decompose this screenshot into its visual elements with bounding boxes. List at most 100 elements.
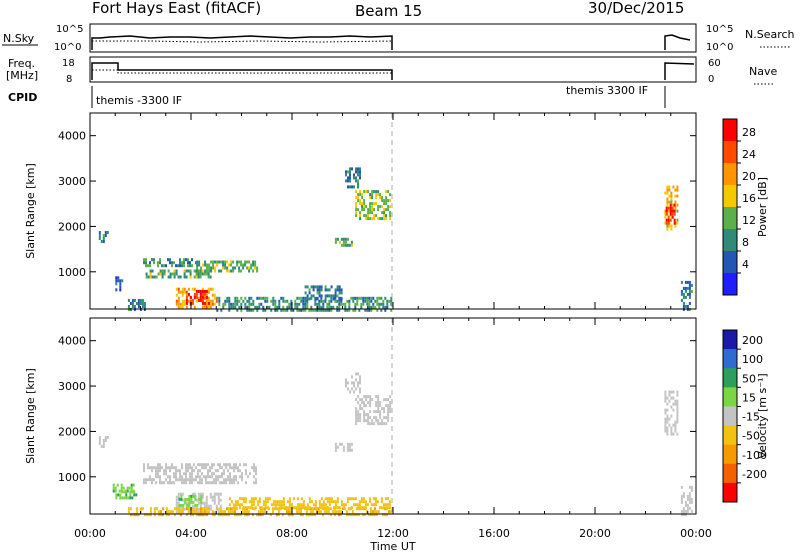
data-cell — [363, 214, 366, 218]
data-cell — [240, 497, 243, 501]
data-cell — [250, 302, 253, 306]
data-cell — [365, 413, 368, 417]
data-cell — [264, 506, 267, 510]
data-cell — [364, 308, 367, 312]
data-cell — [686, 286, 689, 290]
y-tick-label: 2000 — [58, 220, 86, 233]
power-x-ticks — [89, 113, 697, 309]
data-cell — [203, 501, 206, 505]
data-cell — [177, 290, 180, 294]
data-cell — [143, 513, 146, 517]
data-cell — [199, 481, 201, 485]
data-cell — [351, 387, 353, 391]
data-cell — [199, 295, 202, 299]
data-cell — [386, 302, 389, 306]
data-cell — [668, 200, 671, 204]
data-cell — [131, 496, 134, 500]
data-cell — [215, 478, 217, 482]
data-cell — [205, 498, 208, 502]
data-cell — [228, 308, 231, 312]
data-cell — [346, 445, 349, 449]
data-cell — [255, 466, 257, 470]
data-cell — [131, 299, 134, 302]
data-cell — [325, 510, 328, 514]
data-cell — [263, 510, 266, 514]
nave-tick-bottom: 0 — [708, 74, 714, 85]
data-cell — [201, 272, 204, 276]
data-cell — [187, 510, 190, 514]
data-cell — [185, 295, 188, 299]
data-cell — [185, 290, 188, 294]
data-cell — [98, 231, 101, 234]
data-cell — [386, 497, 389, 501]
nsearch-tick-bottom: 10^0 — [706, 42, 733, 53]
data-cell — [175, 287, 178, 291]
data-cell — [359, 378, 361, 382]
data-cell — [201, 495, 204, 499]
data-cell — [235, 478, 237, 482]
data-cell — [203, 296, 206, 300]
data-cell — [686, 509, 689, 513]
data-cell — [281, 513, 284, 517]
y-tick-label: 4000 — [58, 130, 86, 143]
data-cell — [384, 503, 387, 507]
data-cell — [213, 472, 215, 476]
data-cell — [135, 302, 138, 305]
data-cell — [127, 299, 130, 302]
data-cell — [362, 302, 365, 306]
data-cell — [349, 390, 351, 394]
data-cell — [291, 513, 294, 517]
data-cell — [213, 296, 216, 300]
data-cell — [257, 510, 260, 514]
data-cell — [153, 510, 156, 514]
data-cell — [362, 500, 365, 504]
data-cell — [197, 472, 199, 476]
data-cell — [363, 419, 366, 423]
data-cell — [211, 463, 213, 467]
data-cell — [188, 494, 191, 498]
data-cell — [338, 299, 341, 303]
data-cell — [686, 494, 689, 498]
data-cell — [198, 269, 201, 273]
data-cell — [218, 299, 221, 303]
data-cell — [229, 510, 232, 514]
data-cell — [331, 510, 334, 514]
data-cell — [177, 296, 180, 300]
data-cell — [224, 266, 227, 270]
data-cell — [213, 513, 216, 517]
data-cell — [298, 503, 301, 507]
data-cell — [183, 269, 186, 273]
data-cell — [255, 472, 257, 476]
data-cell — [135, 493, 138, 497]
data-cell — [235, 513, 238, 517]
data-cell — [175, 469, 177, 473]
data-cell — [175, 507, 178, 511]
data-cell — [221, 472, 223, 476]
data-cell — [680, 509, 683, 513]
data-cell — [666, 417, 669, 421]
data-cell — [672, 396, 675, 400]
data-cell — [151, 466, 153, 470]
data-cell — [348, 445, 351, 449]
freq-label-line2: [MHz] — [6, 69, 38, 82]
data-cell — [256, 503, 259, 507]
data-cell — [209, 299, 212, 303]
data-cell — [119, 496, 122, 500]
data-cell — [330, 500, 333, 504]
data-cell — [666, 426, 669, 430]
data-cell — [179, 510, 182, 514]
data-cell — [250, 503, 253, 507]
data-cell — [664, 390, 667, 394]
data-cell — [201, 463, 203, 467]
data-cell — [361, 196, 364, 200]
data-cell — [334, 503, 337, 507]
data-cell — [260, 302, 263, 306]
data-cell — [149, 475, 151, 479]
data-cell — [372, 503, 375, 507]
data-cell — [191, 466, 193, 470]
data-cell — [382, 305, 385, 309]
data-cell — [232, 260, 235, 264]
data-cell — [373, 410, 376, 414]
data-cell — [375, 510, 378, 514]
